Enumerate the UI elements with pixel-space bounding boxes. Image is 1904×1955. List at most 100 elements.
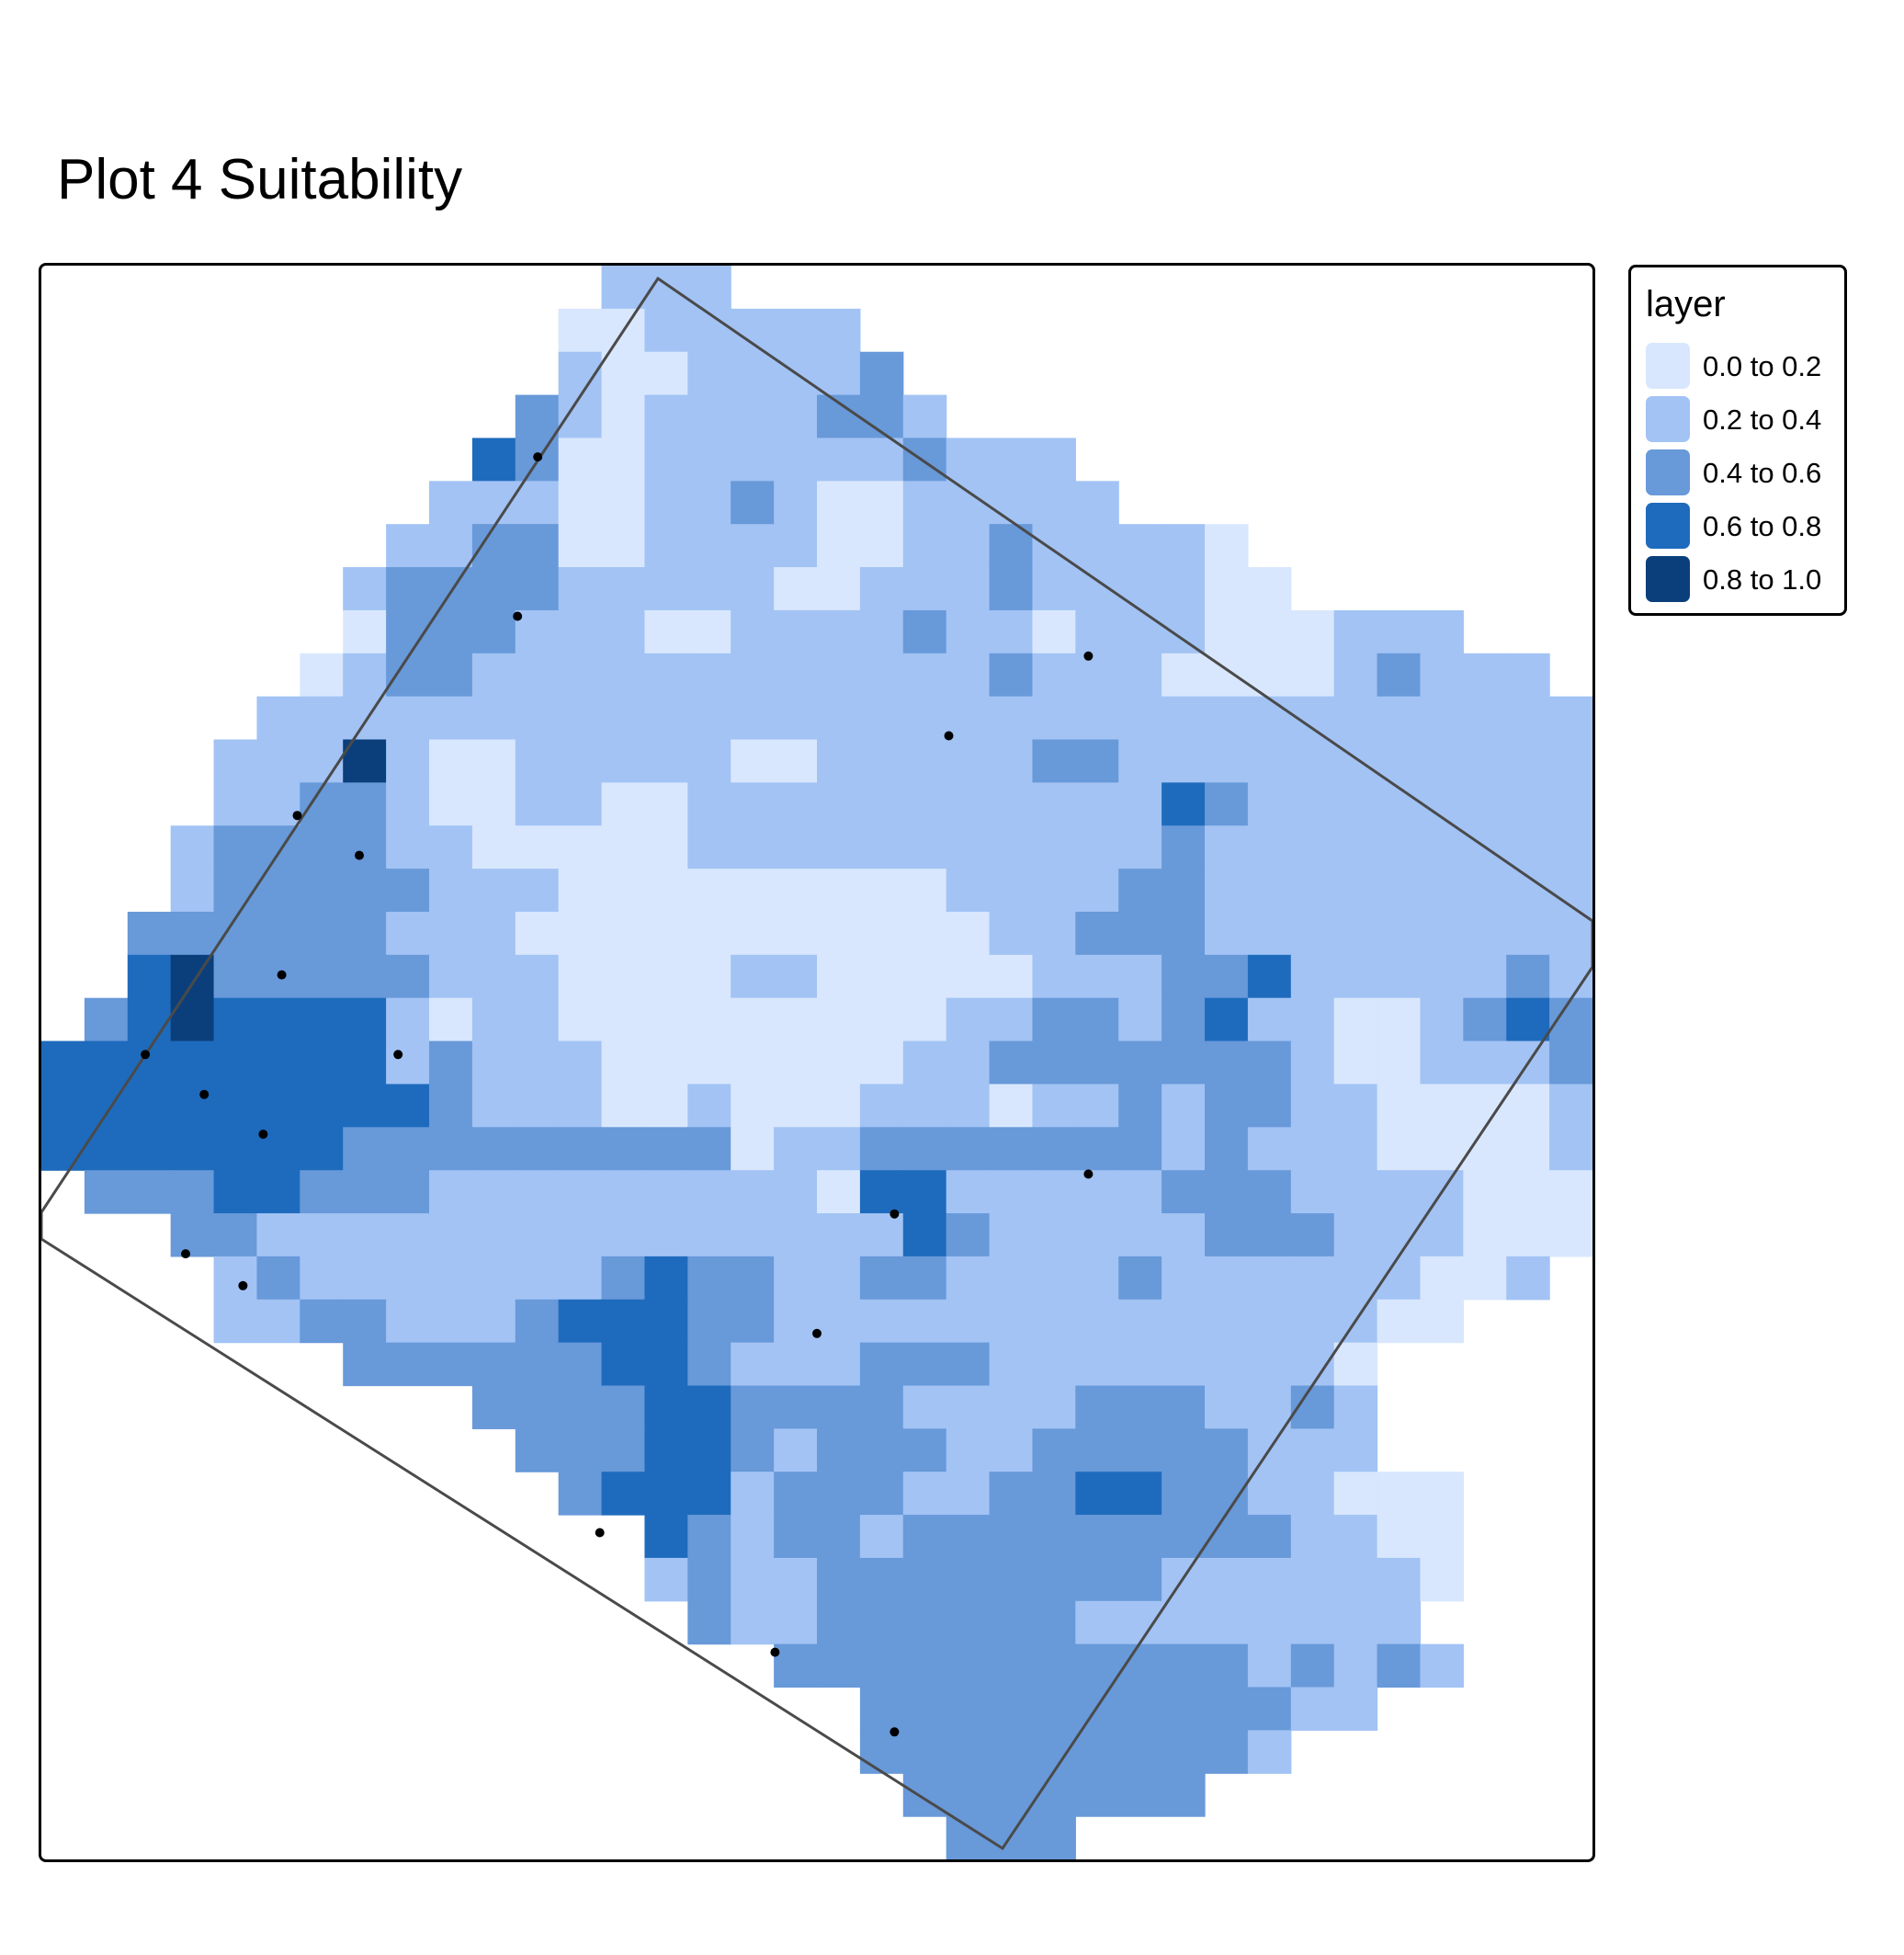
raster-cell [601, 869, 646, 913]
raster-cell [1162, 782, 1206, 826]
raster-cell [1290, 1213, 1335, 1257]
raster-cell [471, 1127, 516, 1171]
raster-cell [1162, 1256, 1206, 1301]
raster-cell [300, 825, 344, 870]
raster-cell [1118, 1557, 1162, 1602]
raster-cell [989, 1687, 1034, 1731]
raster-cell [774, 1600, 818, 1645]
raster-cell [859, 1299, 904, 1344]
raster-cell [300, 696, 344, 741]
raster-cell [1162, 869, 1206, 913]
raster-cell [213, 782, 258, 826]
raster-cell [859, 1687, 904, 1731]
raster-cell [1506, 1170, 1550, 1214]
raster-cell [731, 782, 775, 826]
raster-cell [471, 1299, 516, 1344]
raster-cell [774, 1299, 818, 1344]
raster-cell [1032, 1084, 1076, 1128]
raster-cell [1162, 954, 1206, 999]
raster-cell [817, 1557, 861, 1602]
raster-cell [1162, 1472, 1206, 1516]
raster-cell [1333, 954, 1378, 999]
raster-cell [946, 609, 991, 654]
raster-cell [687, 394, 731, 439]
raster-cell [644, 1342, 688, 1387]
raster-cell [989, 1084, 1034, 1128]
raster-cell [343, 825, 387, 870]
raster-cell [601, 1299, 646, 1344]
raster-cell [731, 1428, 775, 1472]
raster-cell [300, 739, 344, 783]
raster-cell [84, 1127, 129, 1171]
raster-cell [902, 1687, 947, 1731]
raster-cell [1247, 869, 1292, 913]
raster-cell [471, 1342, 516, 1387]
raster-cell [343, 997, 387, 1042]
raster-cell [1118, 1472, 1162, 1516]
raster-cell [902, 869, 947, 913]
raster-cell [1205, 954, 1249, 999]
raster-cell [1247, 1299, 1292, 1344]
raster-cell [601, 911, 646, 956]
raster-cell [1247, 653, 1292, 698]
raster-cell [601, 1170, 646, 1214]
raster-cell [946, 1256, 991, 1301]
raster-cell [1162, 1170, 1206, 1214]
raster-cell [946, 1643, 991, 1688]
raster-cell [1205, 524, 1249, 568]
raster-cell [170, 1213, 215, 1257]
raster-cell [817, 481, 861, 525]
raster-cell [859, 696, 904, 741]
raster-cell [1075, 1385, 1119, 1429]
raster-cell [1247, 1557, 1292, 1602]
raster-cell [859, 1342, 904, 1387]
raster-cell [859, 825, 904, 870]
raster-cell [213, 869, 258, 913]
raster-cell [1118, 1213, 1162, 1257]
raster-cell [429, 1342, 473, 1387]
raster-cell [989, 1342, 1034, 1387]
raster-cell [687, 1428, 731, 1472]
raster-cell [515, 1428, 560, 1472]
raster-cell [343, 567, 387, 611]
raster-cell [1075, 1084, 1119, 1128]
raster-cell [946, 1600, 991, 1645]
raster-cell [1333, 1687, 1378, 1731]
raster-cell [774, 1515, 818, 1559]
raster-cell [644, 438, 688, 482]
raster-cell [687, 825, 731, 870]
raster-cell [1290, 1643, 1335, 1688]
raster-cell [902, 1515, 947, 1559]
raster-cell [1075, 997, 1119, 1042]
raster-cell [946, 438, 991, 482]
raster-cell [817, 782, 861, 826]
raster-cell [1118, 954, 1162, 999]
raster-cell [1032, 1385, 1076, 1429]
sample-point [812, 1328, 822, 1338]
raster-cell [1118, 1515, 1162, 1559]
sample-point [277, 970, 287, 980]
raster-cell [515, 782, 560, 826]
raster-cell [1205, 1687, 1249, 1731]
raster-cell [644, 1428, 688, 1472]
raster-cell [902, 696, 947, 741]
raster-cell [859, 653, 904, 698]
raster-cell [989, 1170, 1034, 1214]
raster-cell [256, 739, 300, 783]
raster-cell [1290, 653, 1335, 698]
raster-cell [1247, 1084, 1292, 1128]
plot-boundary-outline [41, 276, 1592, 1851]
raster-cell [731, 567, 775, 611]
raster-cell [170, 1084, 215, 1128]
raster-cell [687, 1213, 731, 1257]
raster-cell [731, 696, 775, 741]
raster-cell [256, 1256, 300, 1301]
raster-cell [386, 1170, 430, 1214]
sample-point [292, 811, 302, 821]
raster-cell [946, 1472, 991, 1516]
raster-cell [946, 1084, 991, 1128]
raster-cell [601, 653, 646, 698]
raster-cell [1118, 869, 1162, 913]
raster-cell [300, 1084, 344, 1128]
raster-cell [558, 1385, 603, 1429]
